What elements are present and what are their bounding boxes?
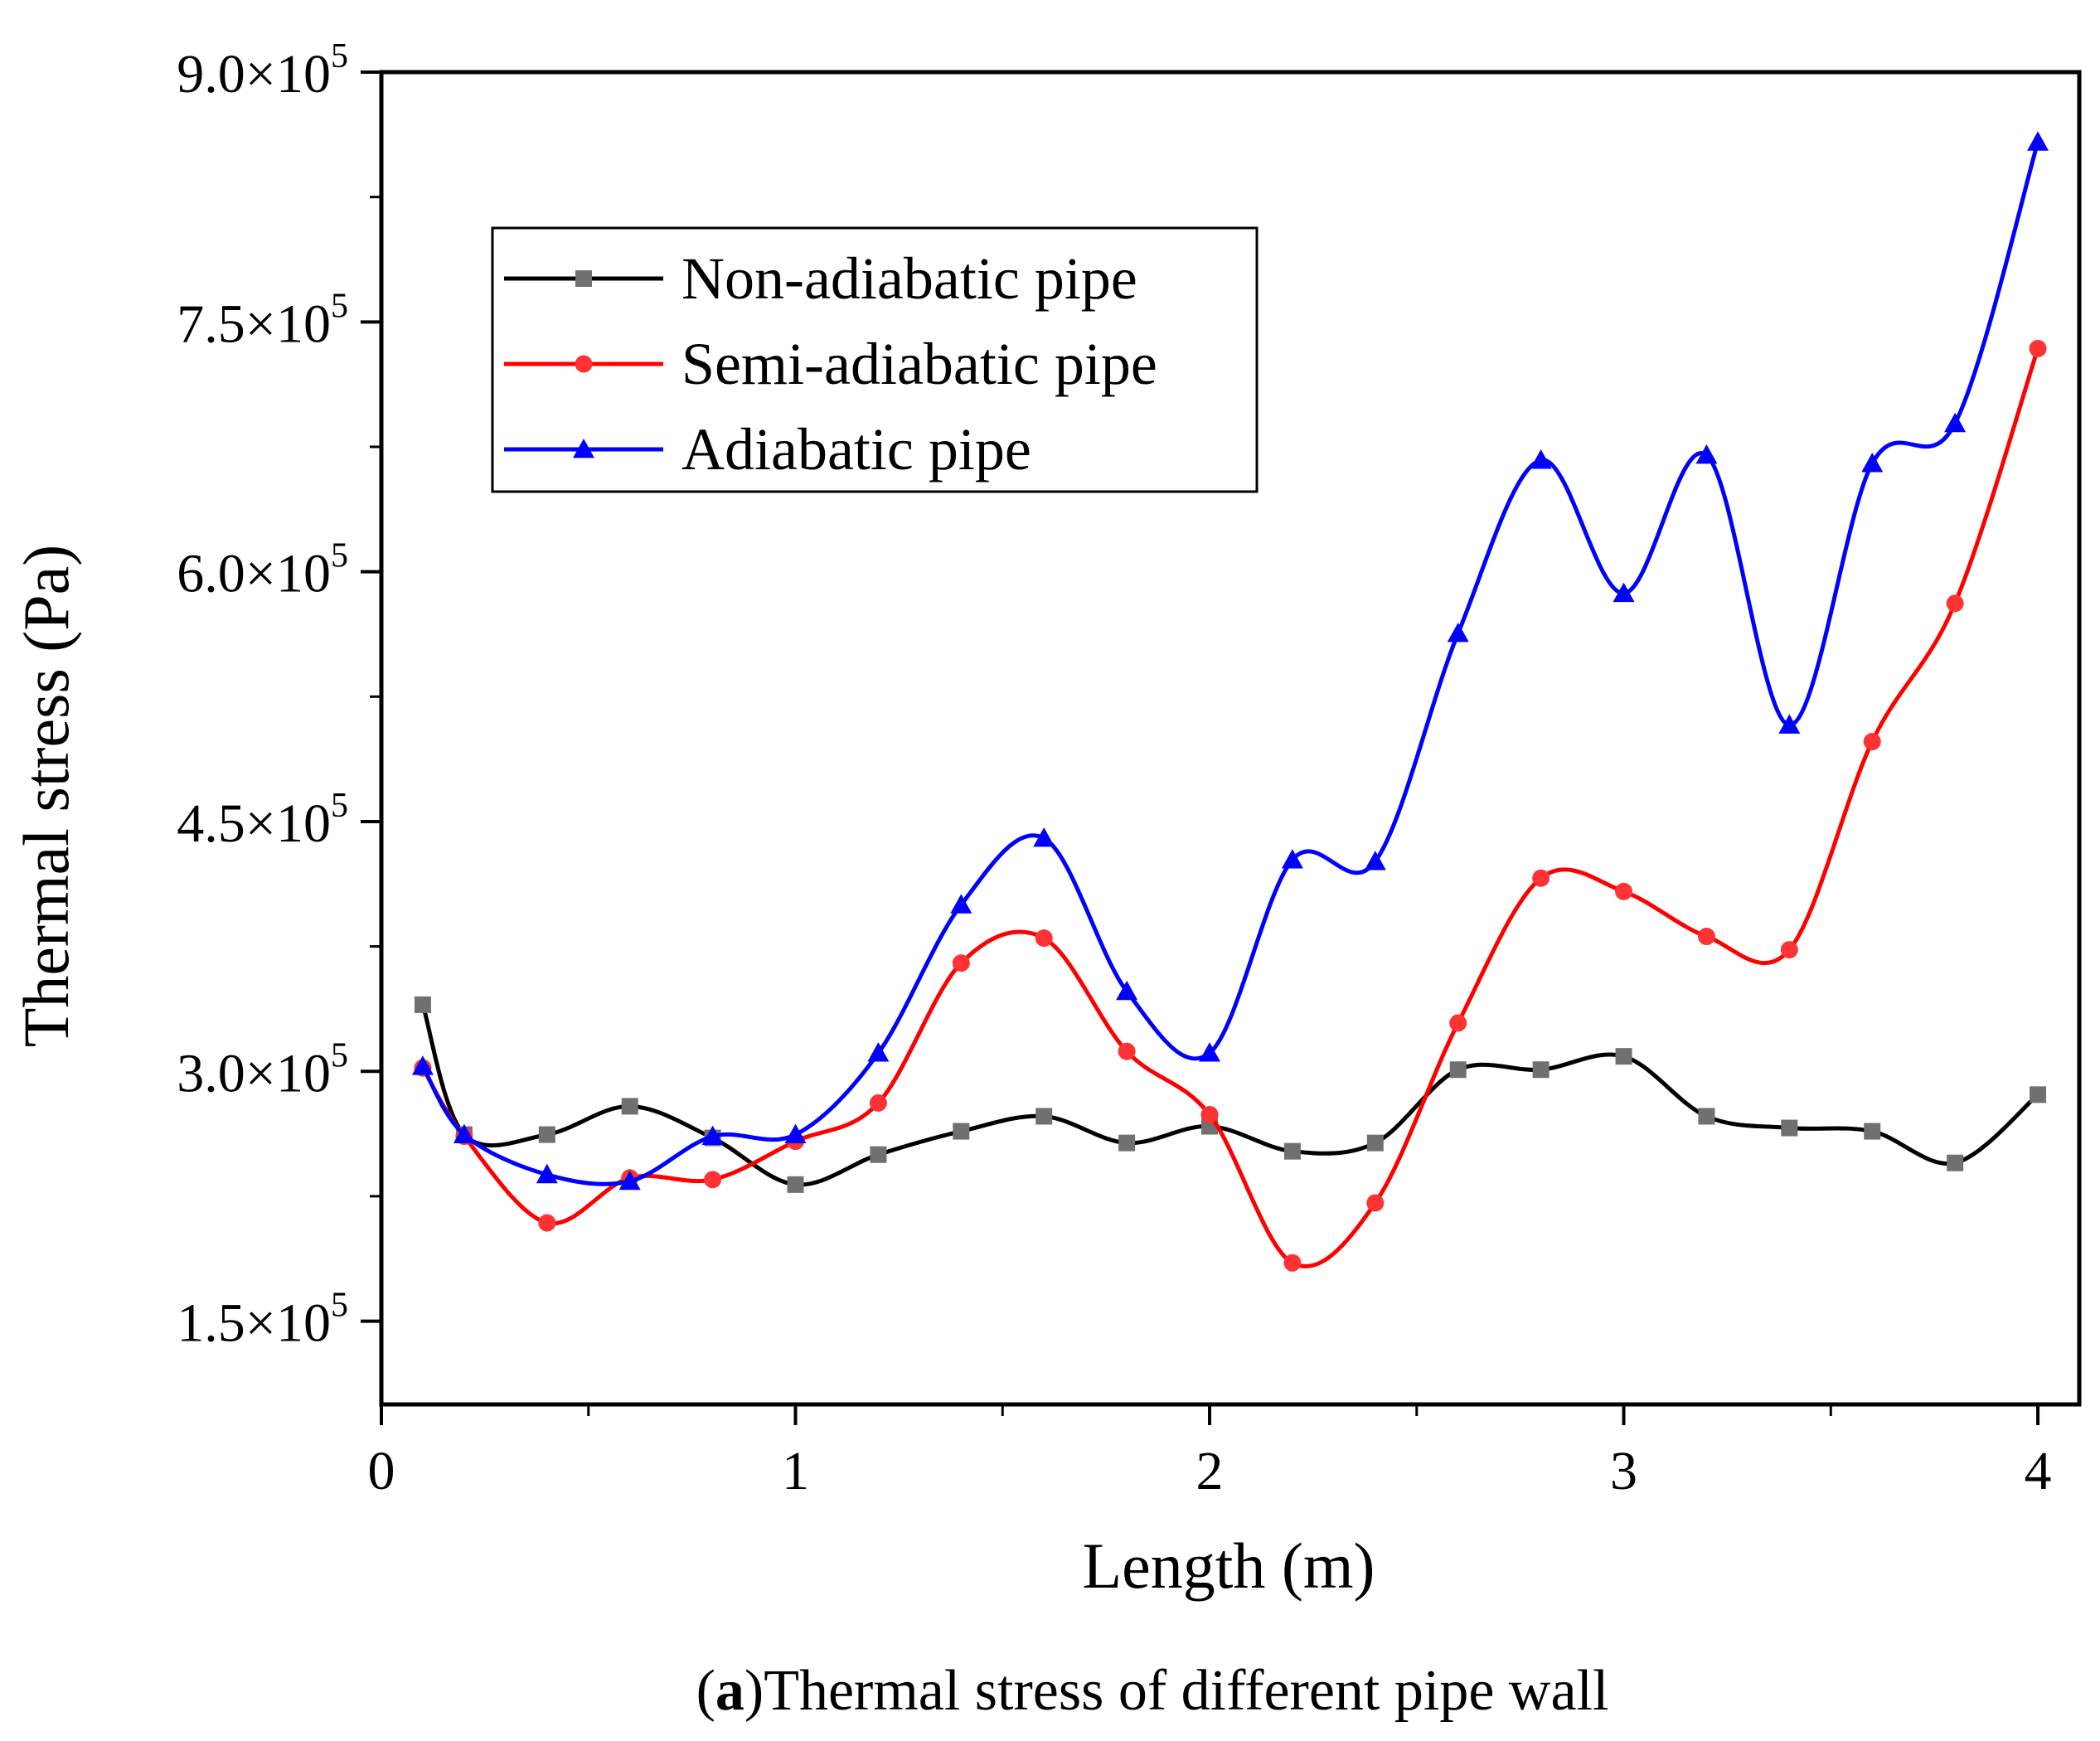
data-point-semi-adiabatic-pipe [1449,1014,1467,1032]
data-point-non-adiabatic-pipe [538,1126,555,1143]
data-point-semi-adiabatic-pipe [538,1214,556,1232]
data-point-adiabatic-pipe [1033,827,1055,847]
data-point-adiabatic-pipe [1944,412,1967,433]
y-tick-label: 9.0×105 [177,37,348,104]
figure-caption: (a)Thermal stress of different pipe wall [696,1659,1609,1723]
data-point-non-adiabatic-pipe [1864,1123,1881,1140]
data-point-adiabatic-pipe [1116,980,1138,1001]
x-axis-title: Length (m) [1082,1530,1375,1602]
data-point-semi-adiabatic-pipe [1863,733,1881,751]
data-point-semi-adiabatic-pipe [1200,1105,1219,1123]
data-point-semi-adiabatic-pipe [1366,1194,1385,1212]
data-point-semi-adiabatic-pipe [1697,928,1715,946]
x-tick-label: 0 [368,1441,395,1501]
data-point-semi-adiabatic-pipe [1615,882,1633,900]
data-point-non-adiabatic-pipe [870,1146,887,1163]
data-point-non-adiabatic-pipe [621,1098,638,1115]
data-point-non-adiabatic-pipe [1781,1119,1798,1137]
data-point-semi-adiabatic-pipe [1035,929,1053,948]
data-point-semi-adiabatic-pipe [869,1094,887,1112]
axes: 0 1 2 3 4 1.5×105 3.0×105 4.5×105 6.0×105 7.5×105… [177,37,2051,1501]
caption-letter: a [715,1659,744,1723]
data-point-adiabatic-pipe [1861,453,1884,473]
series-line-semi-adiabatic-pipe [420,347,2040,1268]
data-point-non-adiabatic-pipe [953,1123,970,1140]
data-point-non-adiabatic-pipe [414,996,431,1013]
legend-label-non-adiabatic-pipe: Non-adiabatic pipe [681,245,1137,312]
data-point-adiabatic-pipe [1778,714,1801,734]
series-line-adiabatic-pipe [420,141,2040,1186]
y-tick-label: 1.5×105 [177,1287,348,1354]
series-adiabatic-pipe [411,131,2049,1191]
data-point-adiabatic-pipe [536,1163,558,1184]
data-point-non-adiabatic-pipe [1615,1048,1632,1065]
data-point-non-adiabatic-pipe [1698,1108,1715,1125]
data-point-non-adiabatic-pipe [787,1176,804,1193]
data-point-adiabatic-pipe [411,1055,434,1075]
data-point-non-adiabatic-pipe [1532,1061,1550,1079]
series-layer [411,131,2049,1272]
y-tick-label: 4.5×105 [177,787,348,854]
data-point-adiabatic-pipe [1199,1042,1221,1062]
data-point-non-adiabatic-pipe [1449,1061,1467,1079]
data-point-semi-adiabatic-pipe [1946,594,1964,613]
data-point-adiabatic-pipe [784,1123,807,1143]
y-tick-label: 7.5×105 [177,287,348,354]
legend-item-non-adiabatic-pipe: Non-adiabatic pipe [504,245,1137,312]
data-point-adiabatic-pipe [701,1125,724,1145]
data-point-adiabatic-pipe [1530,449,1552,469]
data-point-non-adiabatic-pipe [2030,1086,2047,1103]
x-tick-label: 3 [1610,1441,1637,1501]
data-point-semi-adiabatic-pipe [1118,1042,1136,1060]
caption-text: )Thermal stress of different pipe wall [744,1659,1609,1723]
data-point-adiabatic-pipe [867,1042,890,1062]
x-tick-label: 4 [2025,1441,2052,1501]
legend-label-semi-adiabatic-pipe: Semi-adiabatic pipe [681,331,1157,397]
data-point-semi-adiabatic-pipe [1780,941,1798,959]
y-tick-label: 6.0×105 [177,537,348,604]
caption-prefix: ( [696,1659,715,1723]
legend-item-semi-adiabatic-pipe: Semi-adiabatic pipe [504,331,1157,397]
data-point-non-adiabatic-pipe [1366,1134,1384,1152]
series-semi-adiabatic-pipe [414,339,2047,1272]
data-point-adiabatic-pipe [2027,131,2049,151]
legend-label-adiabatic-pipe: Adiabatic pipe [681,416,1031,483]
x-tick-label: 1 [782,1441,809,1501]
legend-marker-adiabatic-pipe [573,439,594,458]
legend-item-adiabatic-pipe: Adiabatic pipe [504,416,1031,483]
data-point-semi-adiabatic-pipe [1283,1254,1302,1272]
data-point-semi-adiabatic-pipe [704,1171,722,1189]
data-point-semi-adiabatic-pipe [2029,339,2047,357]
data-point-non-adiabatic-pipe [1283,1142,1301,1160]
plot-frame [379,70,2082,1407]
legend: Non-adiabatic pipe Semi-adiabatic pipe Adi… [491,226,1259,493]
data-point-adiabatic-pipe [618,1170,641,1191]
x-tick-label: 2 [1196,1441,1224,1501]
data-point-adiabatic-pipe [950,894,972,914]
data-point-adiabatic-pipe [1695,444,1718,464]
data-point-non-adiabatic-pipe [1947,1154,1964,1171]
data-point-semi-adiabatic-pipe [952,954,970,972]
data-point-adiabatic-pipe [1447,622,1469,643]
y-tick-label: 3.0×105 [177,1036,348,1103]
data-point-adiabatic-pipe [1364,851,1386,870]
data-point-non-adiabatic-pipe [1035,1108,1053,1125]
data-point-non-adiabatic-pipe [1118,1134,1136,1152]
data-point-adiabatic-pipe [1613,582,1635,603]
y-axis-title: Thermal stress (Pa) [10,545,82,1047]
legend-marker-non-adiabatic-pipe [575,270,592,287]
data-point-adiabatic-pipe [1281,849,1303,869]
data-point-adiabatic-pipe [453,1123,475,1143]
legend-marker-semi-adiabatic-pipe [575,355,593,373]
data-point-semi-adiabatic-pipe [1532,869,1550,887]
